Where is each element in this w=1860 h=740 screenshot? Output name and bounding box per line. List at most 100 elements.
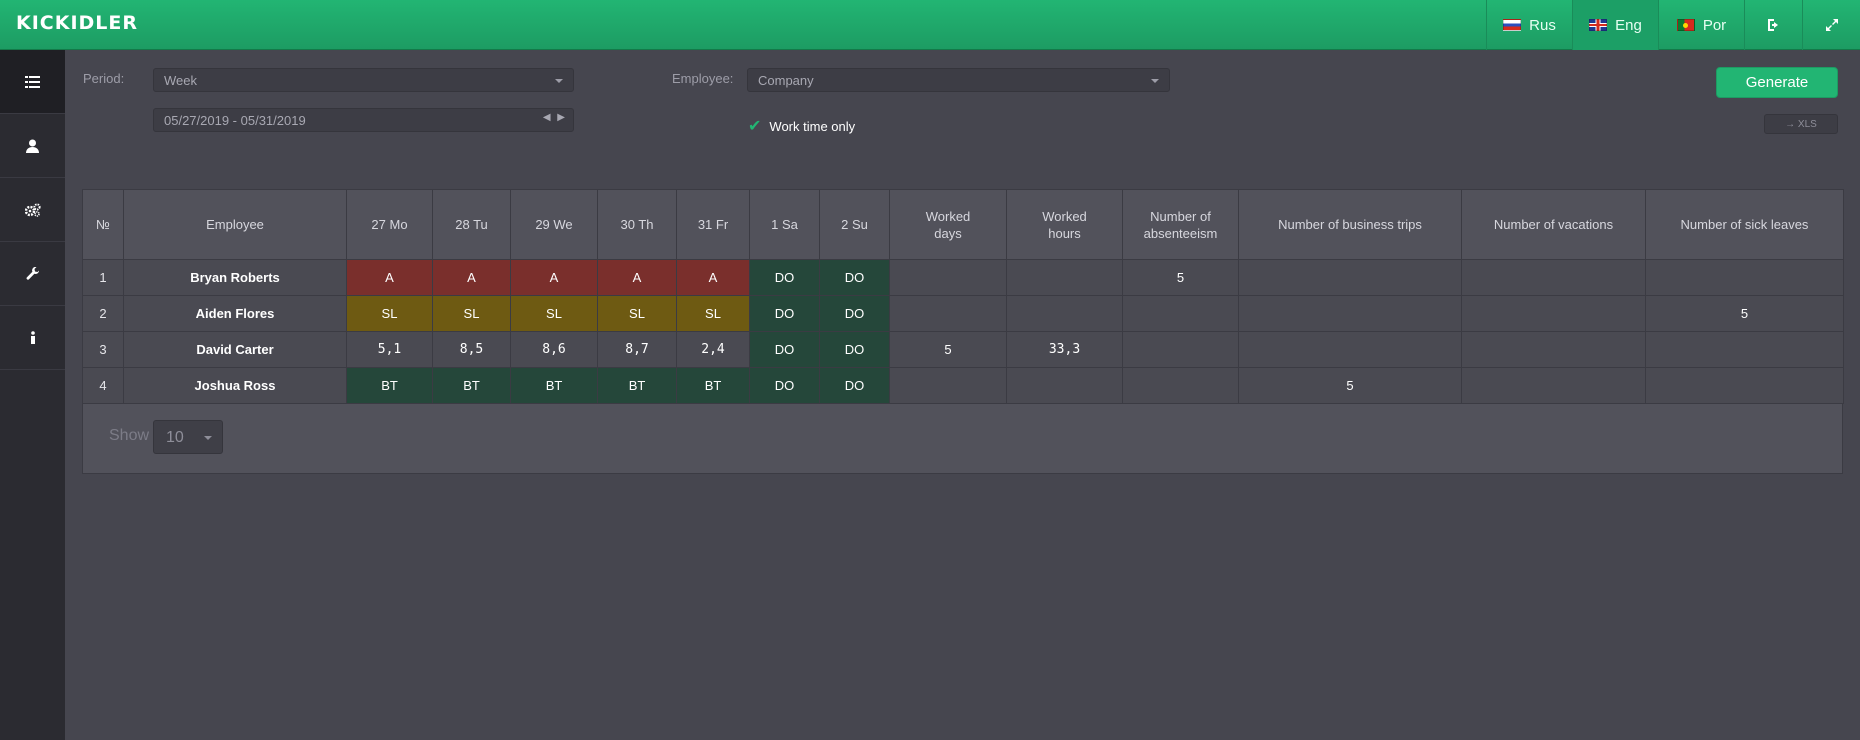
fullscreen-button[interactable] <box>1802 0 1860 50</box>
cell-no: 3 <box>82 331 124 368</box>
work-time-only-checkbox[interactable]: ✔ Work time only <box>748 116 855 136</box>
cell-vacations <box>1461 367 1646 404</box>
col-header-worked-days[interactable]: Worked days <box>889 189 1007 260</box>
cell-business-trips <box>1238 331 1462 368</box>
col-header-employee[interactable]: Employee <box>123 189 347 260</box>
lang-eng-button[interactable]: Eng <box>1572 0 1658 50</box>
cell-day-status[interactable]: DO <box>819 259 890 296</box>
list-icon <box>25 75 40 88</box>
chevron-down-icon <box>1151 79 1159 83</box>
gears-icon <box>24 202 41 217</box>
col-header-business-trips[interactable]: Number of business trips <box>1238 189 1462 260</box>
cell-day-status[interactable]: SL <box>510 295 598 332</box>
ru-flag-icon <box>1503 19 1522 31</box>
cell-day-hours[interactable]: 8,5 <box>432 331 511 368</box>
cell-no: 4 <box>82 367 124 404</box>
cell-day-hours[interactable]: 8,6 <box>510 331 598 368</box>
col-header-line: absenteeism <box>1143 225 1218 241</box>
cell-employee[interactable]: Aiden Flores <box>123 295 347 332</box>
cell-day-status[interactable]: DO <box>819 367 890 404</box>
export-xls-button[interactable]: → XLS <box>1764 114 1838 134</box>
cell-worked-hours: 33,3 <box>1006 331 1123 368</box>
cell-absenteeism <box>1122 295 1239 332</box>
pt-flag-icon <box>1676 19 1695 31</box>
cell-day-status[interactable]: BT <box>346 367 433 404</box>
col-header-sick-leaves[interactable]: Number of sick leaves <box>1645 189 1844 260</box>
date-range-field[interactable]: 05/27/2019 - 05/31/2019 ◀ ▶ <box>153 108 574 132</box>
col-header-line: Worked <box>925 208 971 224</box>
sidebar <box>0 50 65 740</box>
col-header-vacations[interactable]: Number of vacations <box>1461 189 1646 260</box>
lang-por-button[interactable]: Por <box>1658 0 1744 50</box>
cell-day-status[interactable]: DO <box>749 295 820 332</box>
col-header-day[interactable]: 30 Th <box>597 189 677 260</box>
col-header-no[interactable]: № <box>82 189 124 260</box>
employee-select[interactable]: Company <box>747 68 1170 92</box>
cell-worked-hours <box>1006 259 1123 296</box>
chevron-down-icon <box>204 436 212 440</box>
period-select[interactable]: Week <box>153 68 574 92</box>
col-header-day[interactable]: 1 Sa <box>749 189 820 260</box>
cell-day-status[interactable]: SL <box>597 295 677 332</box>
cell-day-status[interactable]: BT <box>510 367 598 404</box>
cell-day-status[interactable]: DO <box>819 295 890 332</box>
sidebar-item-tools[interactable] <box>0 242 65 306</box>
col-header-day[interactable]: 2 Su <box>819 189 890 260</box>
cell-worked-days <box>889 259 1007 296</box>
cell-day-status[interactable]: BT <box>597 367 677 404</box>
cell-day-status[interactable]: A <box>676 259 750 296</box>
col-header-day[interactable]: 29 We <box>510 189 598 260</box>
cell-day-status[interactable]: DO <box>749 331 820 368</box>
user-icon <box>26 139 39 153</box>
period-label: Period: <box>83 71 125 86</box>
page-size-select[interactable]: 10 <box>153 420 223 454</box>
lang-rus-button[interactable]: Rus <box>1486 0 1572 50</box>
employee-label: Employee: <box>672 71 734 86</box>
col-header-day[interactable]: 28 Tu <box>432 189 511 260</box>
col-header-day[interactable]: 31 Fr <box>676 189 750 260</box>
table-row[interactable]: 3 David Carter 5,1 8,5 8,6 8,7 2,4 DO DO… <box>82 331 1844 368</box>
cell-employee[interactable]: Joshua Ross <box>123 367 347 404</box>
logout-button[interactable] <box>1744 0 1802 50</box>
cell-day-status[interactable]: DO <box>749 259 820 296</box>
logout-icon <box>1767 19 1778 31</box>
cell-absenteeism: 5 <box>1122 259 1239 296</box>
show-label: Show <box>109 427 150 444</box>
cell-day-hours[interactable]: 5,1 <box>346 331 433 368</box>
cell-day-status[interactable]: A <box>510 259 598 296</box>
cell-day-hours[interactable]: 8,7 <box>597 331 677 368</box>
cell-vacations <box>1461 259 1646 296</box>
cell-business-trips: 5 <box>1238 367 1462 404</box>
sidebar-item-reports[interactable] <box>0 50 65 114</box>
cell-day-status[interactable]: SL <box>346 295 433 332</box>
sidebar-item-employees[interactable] <box>0 114 65 178</box>
cell-day-hours[interactable]: 2,4 <box>676 331 750 368</box>
cell-day-status[interactable]: DO <box>819 331 890 368</box>
cell-employee[interactable]: Bryan Roberts <box>123 259 347 296</box>
table-row[interactable]: 2 Aiden Flores SL SL SL SL SL DO DO 5 <box>82 295 1844 332</box>
cell-business-trips <box>1238 259 1462 296</box>
cell-absenteeism <box>1122 367 1239 404</box>
col-header-worked-hours[interactable]: Worked hours <box>1006 189 1123 260</box>
cell-day-status[interactable]: SL <box>676 295 750 332</box>
table-row[interactable]: 4 Joshua Ross BT BT BT BT BT DO DO 5 <box>82 367 1844 404</box>
sidebar-item-info[interactable] <box>0 306 65 370</box>
cell-employee[interactable]: David Carter <box>123 331 347 368</box>
cell-day-status[interactable]: A <box>432 259 511 296</box>
col-header-absenteeism[interactable]: Number of absenteeism <box>1122 189 1239 260</box>
checkmark-icon: ✔ <box>748 118 762 135</box>
table-row[interactable]: 1 Bryan Roberts A A A A A DO DO 5 <box>82 259 1844 296</box>
cell-day-status[interactable]: SL <box>432 295 511 332</box>
generate-button[interactable]: Generate <box>1716 67 1838 98</box>
cell-day-status[interactable]: A <box>597 259 677 296</box>
chevron-down-icon <box>555 79 563 83</box>
date-prev-next-icons[interactable]: ◀ ▶ <box>542 112 567 123</box>
app-logo[interactable]: KICKIDLER <box>16 12 139 34</box>
cell-day-status[interactable]: BT <box>676 367 750 404</box>
cell-day-status[interactable]: DO <box>749 367 820 404</box>
cell-day-status[interactable]: A <box>346 259 433 296</box>
cell-absenteeism <box>1122 331 1239 368</box>
col-header-day[interactable]: 27 Mo <box>346 189 433 260</box>
cell-day-status[interactable]: BT <box>432 367 511 404</box>
sidebar-item-settings[interactable] <box>0 178 65 242</box>
